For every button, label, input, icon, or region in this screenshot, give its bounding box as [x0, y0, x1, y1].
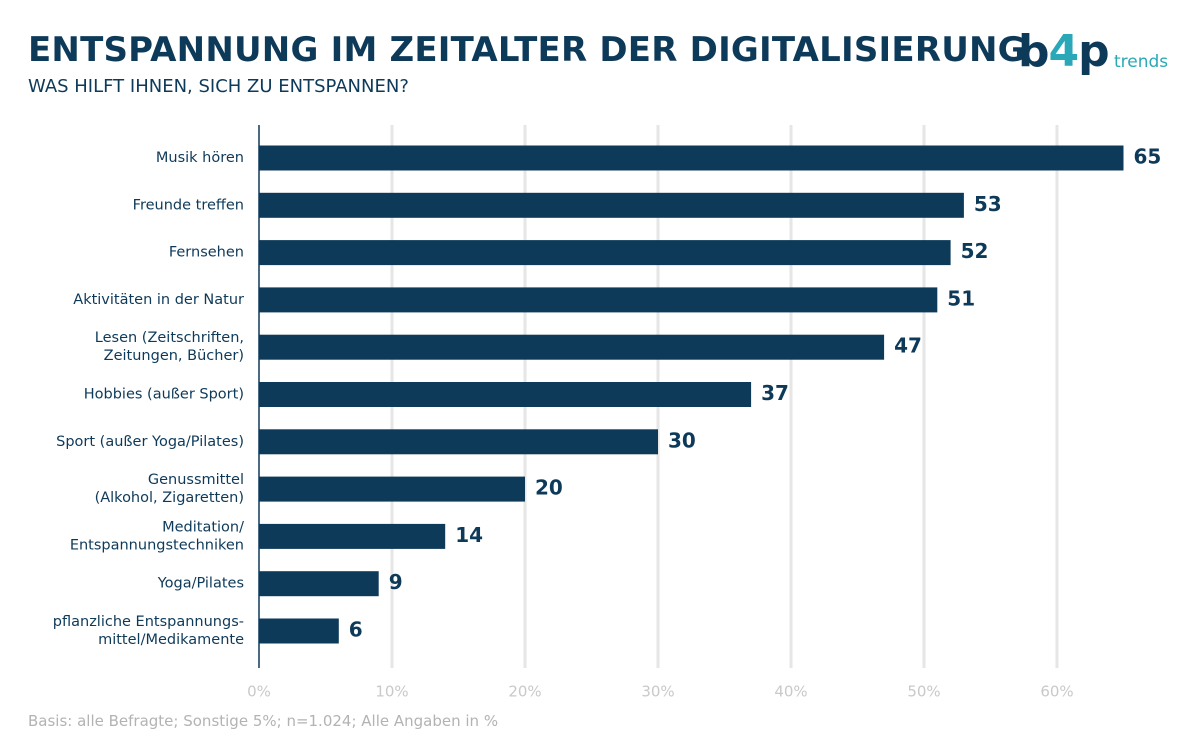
bar: [259, 382, 752, 407]
category-label-line: pflanzliche Entspannungs-: [53, 614, 244, 630]
category-label: Yoga/Pilates: [157, 576, 244, 592]
logo-letter-4: 4: [1048, 26, 1080, 77]
bar: [259, 618, 339, 644]
category-label-line: (Alkohol, Zigaretten): [95, 490, 244, 506]
bar: [259, 523, 446, 549]
value-label: 14: [455, 523, 483, 547]
value-label: 6: [349, 618, 363, 642]
category-label: Genussmittel (Alkohol, Zigaretten): [95, 472, 244, 506]
category-label: pflanzliche Entspannungs-mittel/Medikame…: [53, 614, 244, 648]
value-label: 37: [761, 381, 789, 405]
x-tick-label: 20%: [508, 683, 541, 701]
value-labels: 65 53 52 51 47 37 30 20 14 9 6: [349, 145, 1162, 642]
category-label: Sport (außer Yoga/Pilates): [56, 434, 244, 450]
x-tick-label: 30%: [641, 683, 674, 701]
category-label-line: Yoga/Pilates: [157, 576, 244, 592]
bar: [259, 192, 964, 218]
category-label: Lesen (Zeitschriften, Zeitungen, Bücher): [95, 330, 244, 364]
category-label-line: Meditation/: [162, 519, 244, 535]
category-label-line: Entspannungstechniken: [70, 537, 244, 553]
logo-letter-b: b: [1018, 26, 1049, 77]
x-tick-label: 0%: [247, 683, 271, 701]
bar: [259, 240, 951, 266]
bar: [259, 571, 379, 597]
category-label-line: Genussmittel: [148, 472, 244, 488]
value-label: 53: [974, 192, 1002, 216]
x-tick-labels: 0% 10% 20% 30% 40% 50% 60%: [247, 683, 1074, 701]
category-label: Freunde treffen: [133, 197, 244, 213]
footnote: Basis: alle Befragte; Sonstige 5%; n=1.0…: [28, 712, 499, 730]
category-label: Aktivitäten in der Natur: [73, 292, 244, 308]
logo-subtext: trends: [1114, 52, 1169, 72]
category-label-line: mittel/Medikamente: [98, 632, 244, 648]
x-tick-label: 60%: [1040, 683, 1073, 701]
bars: [259, 145, 1124, 644]
category-label-line: Sport (außer Yoga/Pilates): [56, 434, 244, 450]
x-tick-label: 50%: [907, 683, 940, 701]
category-label: Musik hören: [156, 150, 244, 166]
x-tick-label: 40%: [774, 683, 807, 701]
category-label: Fernsehen: [169, 245, 244, 261]
bar: [259, 145, 1124, 171]
b4p-trends-logo: b4p trends: [1018, 28, 1178, 88]
bar: [259, 476, 525, 502]
x-tick-label: 10%: [375, 683, 408, 701]
category-label-line: Lesen (Zeitschriften,: [95, 330, 244, 346]
logo-wordmark: b4p: [1018, 26, 1110, 77]
category-label-line: Zeitungen, Bücher): [104, 348, 244, 364]
value-label: 30: [668, 428, 696, 452]
category-label: Meditation/Entspannungstechniken: [70, 519, 244, 553]
logo-letter-p: p: [1078, 26, 1109, 77]
value-label: 9: [389, 570, 403, 594]
value-label: 20: [535, 476, 563, 500]
value-label: 65: [1134, 145, 1162, 169]
chart-title: ENTSPANNUNG IM ZEITALTER DER DIGITALISIE…: [28, 30, 1026, 70]
category-label-line: Hobbies (außer Sport): [84, 387, 244, 403]
category-label-line: Musik hören: [156, 150, 244, 166]
category-label-line: Aktivitäten in der Natur: [73, 292, 244, 308]
category-label-line: Fernsehen: [169, 245, 244, 261]
bar: [259, 429, 658, 455]
bar: [259, 334, 885, 360]
category-labels: Musik hören Freunde treffen Fernsehen Aktiv…: [53, 150, 244, 648]
category-label: Hobbies (außer Sport): [84, 387, 244, 403]
bar: [259, 287, 938, 313]
value-label: 52: [961, 239, 989, 263]
category-label-line: Freunde treffen: [133, 197, 244, 213]
chart-subtitle: WAS HILFT IHNEN, SICH ZU ENTSPANNEN?: [28, 76, 409, 97]
value-label: 47: [894, 334, 922, 358]
value-label: 51: [947, 286, 975, 310]
